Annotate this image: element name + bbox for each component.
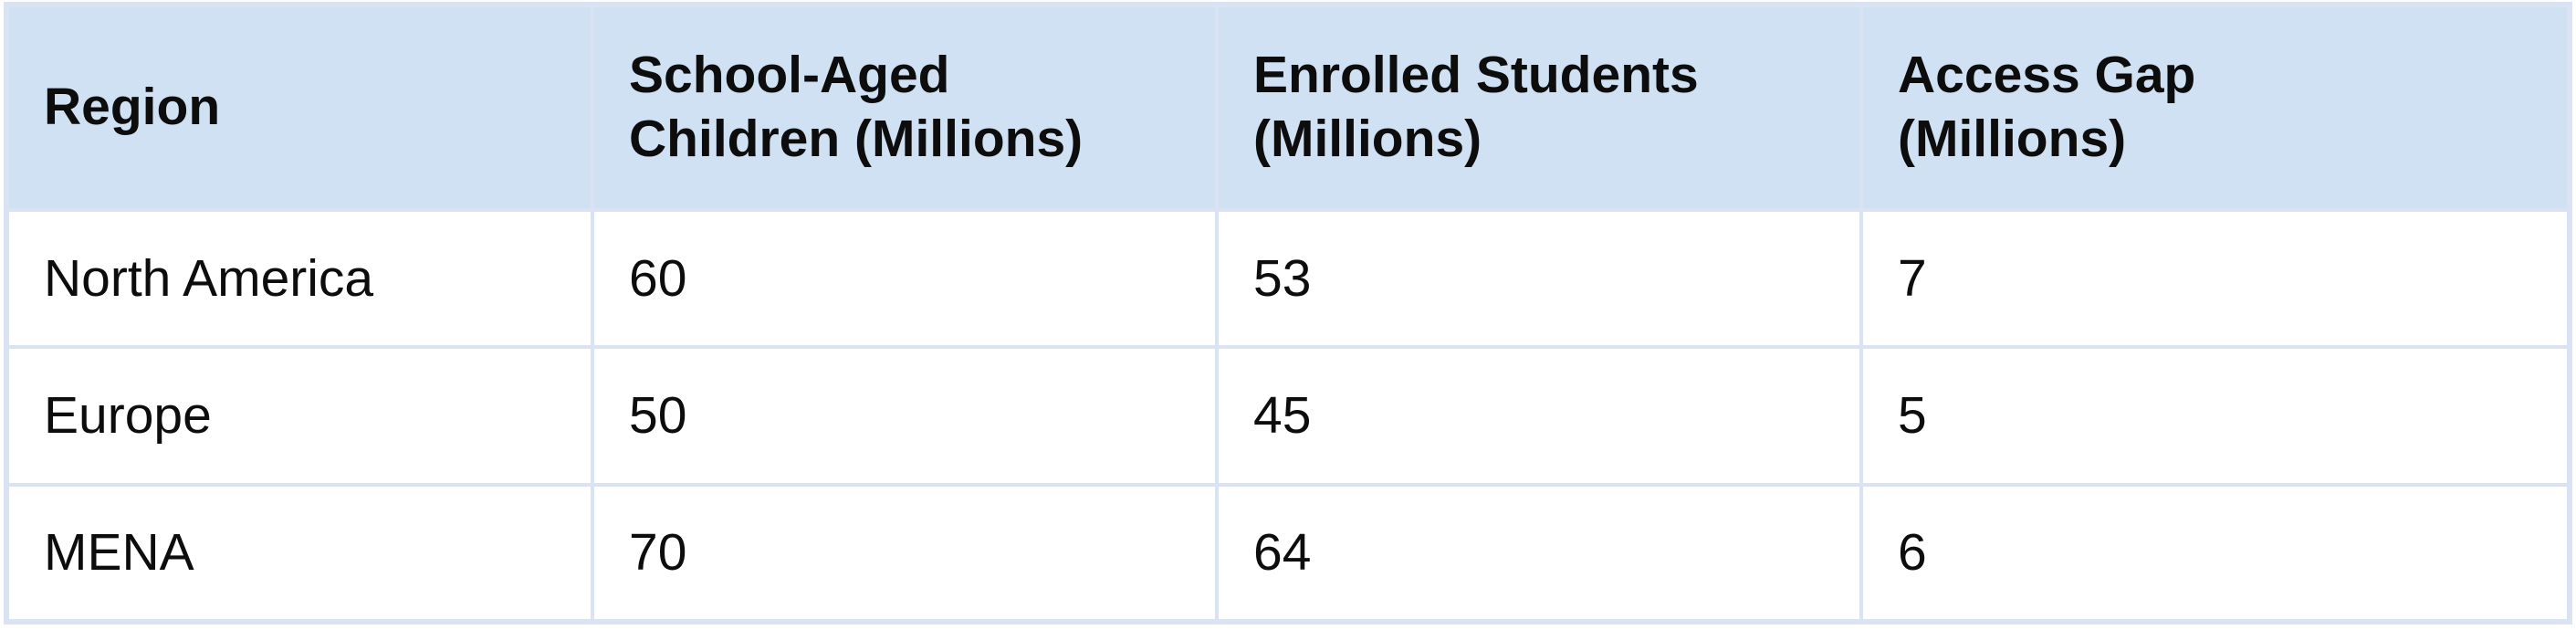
header-cell-enrolled-students: Enrolled Students (Millions) <box>1215 3 1863 212</box>
cell-access-gap: 7 <box>1859 207 2571 350</box>
cell-region: MENA <box>5 482 594 625</box>
header-cell-region: Region <box>5 3 594 212</box>
table-row-mena: MENA 70 64 6 <box>5 482 2571 625</box>
header-label: Access Gap (Millions) <box>1898 46 2196 168</box>
cell-enrolled-students: 53 <box>1215 207 1863 350</box>
cell-enrolled-students: 64 <box>1215 482 1863 625</box>
header-label: School-Aged Children (Millions) <box>629 46 1084 168</box>
header-cell-access-gap: Access Gap (Millions) <box>1859 3 2571 212</box>
cell-region: North America <box>5 207 594 350</box>
cell-enrolled-students: 45 <box>1215 345 1863 487</box>
cell-access-gap: 6 <box>1859 482 2571 625</box>
cell-school-aged-children: 60 <box>591 207 1219 350</box>
education-access-table: Region School-Aged Children (Millions) E… <box>4 2 2572 625</box>
cell-school-aged-children: 70 <box>591 482 1219 625</box>
cell-access-gap: 5 <box>1859 345 2571 487</box>
header-label: Region <box>44 78 221 137</box>
table-row-north-america: North America 60 53 7 <box>5 207 2571 350</box>
header-label: Enrolled Students (Millions) <box>1253 46 1699 168</box>
table-row-europe: Europe 50 45 5 <box>5 345 2571 487</box>
cell-school-aged-children: 50 <box>591 345 1219 487</box>
header-cell-school-aged-children: School-Aged Children (Millions) <box>591 3 1219 212</box>
cell-region: Europe <box>5 345 594 487</box>
data-table: Region School-Aged Children (Millions) E… <box>4 2 2572 625</box>
header-row: Region School-Aged Children (Millions) E… <box>5 3 2571 212</box>
